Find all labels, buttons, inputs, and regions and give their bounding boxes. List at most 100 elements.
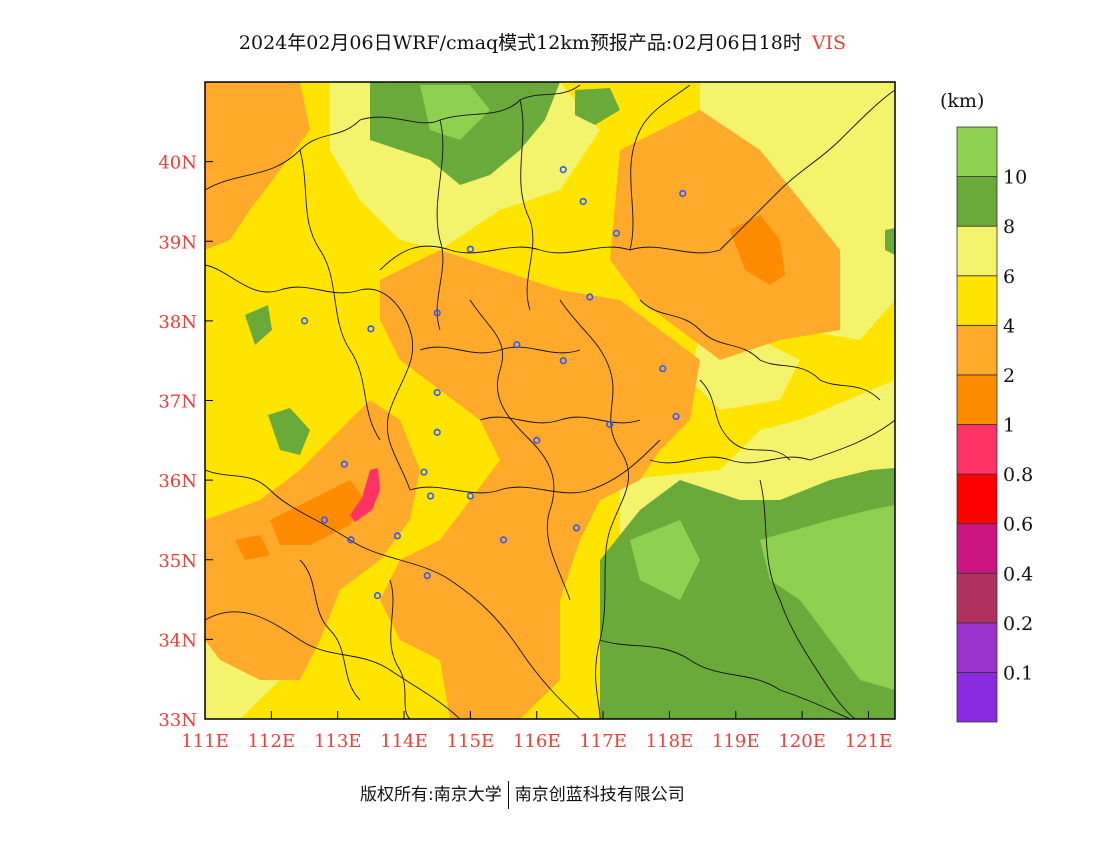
colorbar-label: 0.2 <box>1003 613 1033 635</box>
city-marker <box>367 325 375 333</box>
boundaries <box>205 84 895 719</box>
colorbar-label: 8 <box>1003 216 1015 238</box>
boundary-line <box>759 479 856 719</box>
city-marker <box>533 436 541 444</box>
colorbar-label: 4 <box>1003 315 1015 337</box>
colorbar-box <box>956 324 998 376</box>
boundary-line <box>699 379 791 461</box>
lat-tick-label: 33N <box>158 710 197 731</box>
city-marker <box>499 536 508 544</box>
lon-tick-label: 114E <box>380 731 428 752</box>
boundary-line <box>379 245 721 271</box>
lat-tick-label: 35N <box>158 551 197 572</box>
lat-tick-label: 36N <box>158 471 197 492</box>
city-marker <box>679 189 687 198</box>
boundary-line <box>469 299 571 601</box>
colorbar-box <box>956 176 998 227</box>
colorbar-label: 1 <box>1003 415 1015 437</box>
boundary-line <box>299 149 381 441</box>
visibility-field <box>205 82 895 719</box>
field-orange-ne <box>610 110 840 360</box>
city-marker <box>586 293 594 301</box>
city-marker <box>300 317 309 325</box>
boundary-line <box>519 99 534 311</box>
boundary-line <box>299 559 361 701</box>
lon-tick-label: 116E <box>513 731 561 752</box>
field-pink-strip <box>350 468 380 522</box>
field-darkorange-sw <box>270 480 365 545</box>
field-orange-central <box>380 250 700 719</box>
city-marker <box>433 428 441 436</box>
lon-tick-label: 120E <box>778 731 826 752</box>
lon-tick-label: 113E <box>314 731 362 752</box>
city-marker <box>672 412 680 421</box>
colorbar-box <box>956 225 998 277</box>
boundary-line <box>419 346 581 354</box>
city-marker <box>423 572 431 580</box>
city-marker <box>340 460 348 468</box>
colorbar-box <box>956 523 998 574</box>
field-lightgreen-jiangsu <box>630 520 700 600</box>
city-marker <box>320 516 329 524</box>
colorbar-unit: (km) <box>940 90 984 112</box>
colorbar-box <box>956 275 998 326</box>
boundary-line <box>205 84 581 191</box>
footer-separator <box>507 781 509 809</box>
footer-left: 版权所有:南京大学 <box>360 785 502 805</box>
city-marker <box>513 341 521 349</box>
field-lightgreen-north <box>420 85 490 140</box>
boundary-line <box>205 611 461 719</box>
colorbar-label: 6 <box>1003 266 1015 288</box>
field-orange-nw <box>205 82 310 250</box>
lon-tick-label: 119E <box>712 731 760 752</box>
colorbar-label: 0.8 <box>1003 464 1033 486</box>
field-darkorange-small <box>235 535 270 560</box>
colorbar-label: 0.6 <box>1003 514 1033 536</box>
city-marker <box>606 420 614 428</box>
boundary-line <box>479 416 641 424</box>
lon-tick-label: 111E <box>181 731 229 752</box>
boundary-line <box>389 579 411 719</box>
colorbar-label: 10 <box>1003 167 1027 189</box>
colorbar-box <box>956 126 998 177</box>
colorbar: (km) 0.1 0.2 0.4 0.6 0.8 1 2 4 6 8 10 <box>940 90 1033 723</box>
colorbar-label: 0.1 <box>1003 662 1033 684</box>
field-darkgreen-edge <box>885 228 895 255</box>
longitude-axis: 111E 112E 113E 114E 115E 116E 117E 118E 119E 120E… <box>181 711 892 752</box>
field-lightgreen-southeast <box>760 505 895 690</box>
boundary-line <box>649 419 895 464</box>
lat-tick-label: 38N <box>158 312 197 333</box>
colorbar-label: 0.4 <box>1003 563 1033 585</box>
colorbar-label: 2 <box>1003 365 1015 387</box>
title-main: 2024年02月06日WRF/cmaq模式12km预报产品:02月06日18时 <box>238 32 802 54</box>
colorbar-box <box>956 374 998 425</box>
lat-tick-label: 40N <box>158 153 197 174</box>
city-marker <box>466 245 474 253</box>
colorbar-box <box>956 572 998 624</box>
city-marker <box>433 388 441 397</box>
city-marker <box>420 468 428 476</box>
lat-tick-label: 39N <box>158 232 197 253</box>
city-marker <box>579 197 587 206</box>
field-darkgreen-west <box>245 305 272 345</box>
lat-tick-label: 37N <box>158 392 197 413</box>
city-markers <box>300 165 687 600</box>
city-marker <box>373 591 382 600</box>
boundary-line <box>436 119 444 331</box>
boundary-line <box>639 299 881 401</box>
boundary-line <box>599 639 851 719</box>
city-marker <box>426 492 435 500</box>
city-marker <box>559 357 567 365</box>
boundary-line <box>629 84 691 251</box>
lon-tick-label: 112E <box>248 731 296 752</box>
city-marker <box>393 532 402 540</box>
field-darkorange-ne <box>730 215 785 285</box>
boundary-line <box>559 299 629 719</box>
lon-tick-label: 115E <box>447 731 495 752</box>
latitude-axis: 33N 34N 35N 36N 37N 38N 39N 40N <box>158 153 213 731</box>
lat-tick-label: 34N <box>158 630 197 651</box>
colorbar-labels: 0.1 0.2 0.4 0.6 0.8 1 2 4 6 8 10 <box>1003 167 1033 685</box>
footer-right: 南京创蓝科技有限公司 <box>514 785 685 805</box>
boundary-line <box>409 439 661 494</box>
